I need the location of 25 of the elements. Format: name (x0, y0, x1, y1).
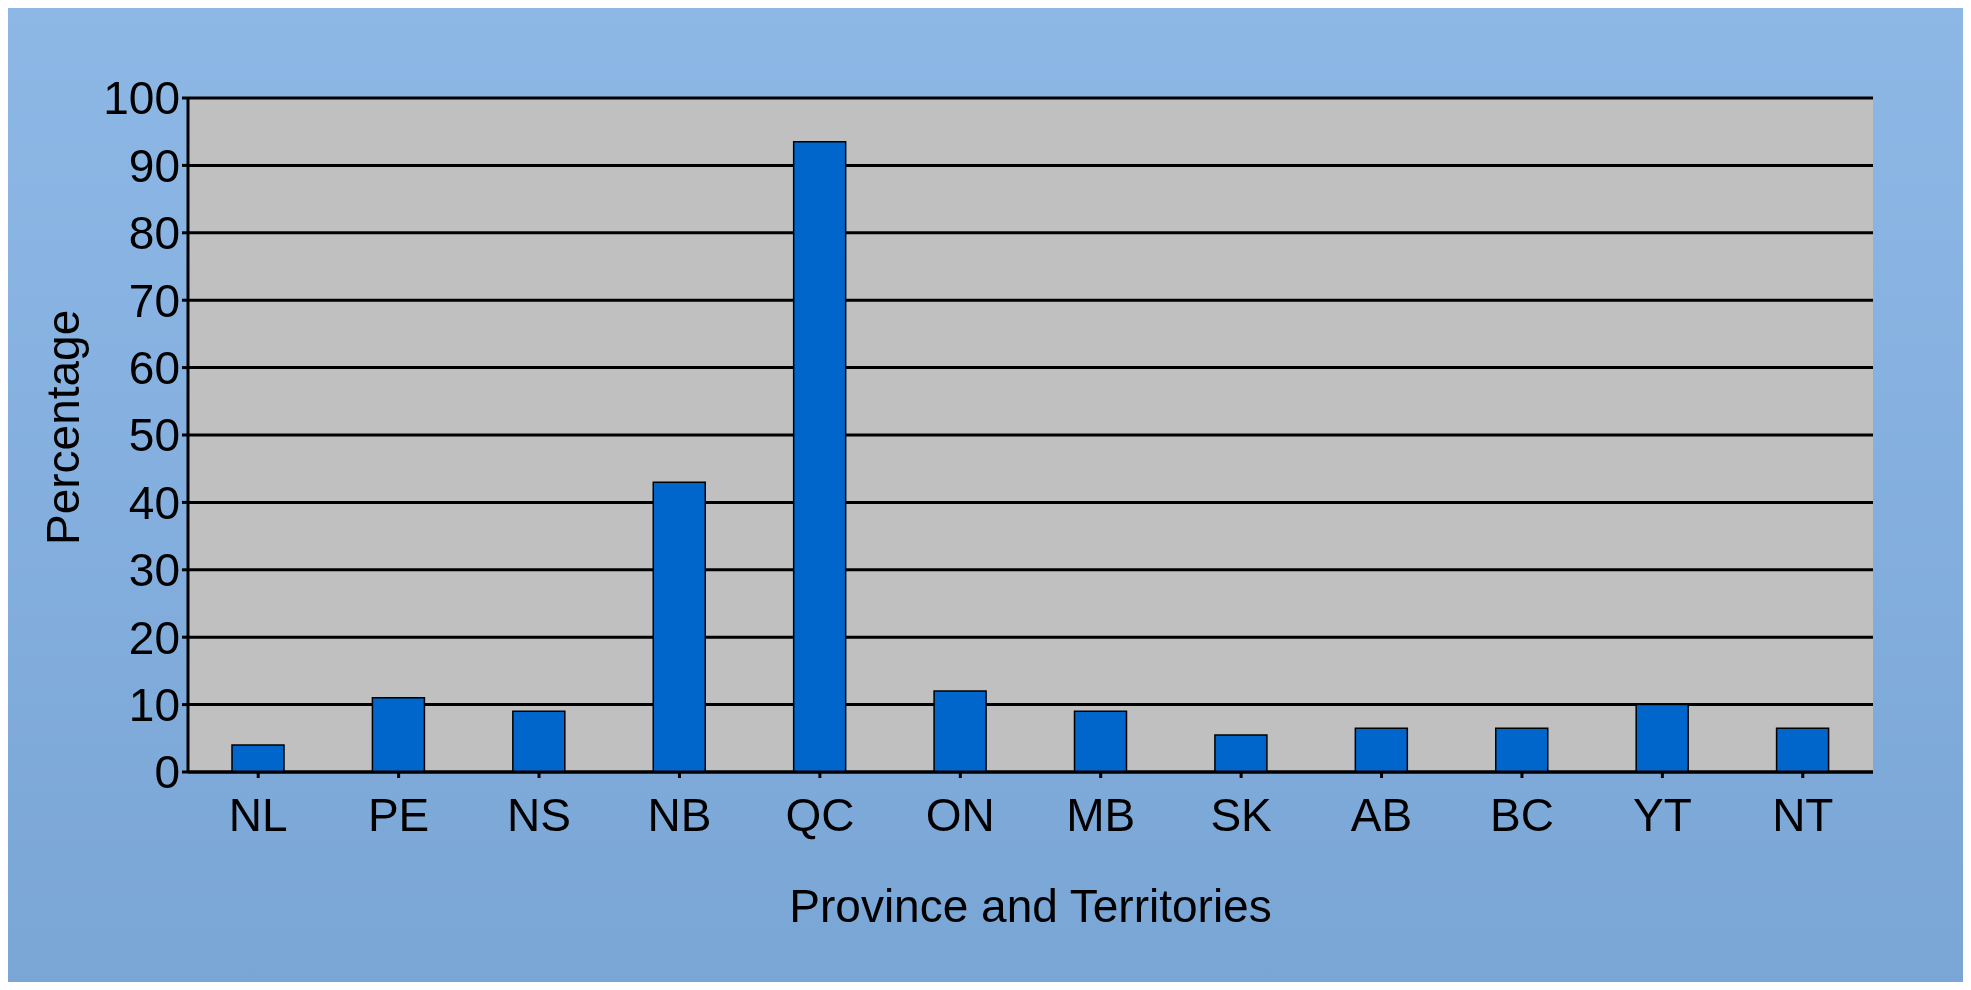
x-tick-label: SK (1210, 788, 1273, 841)
y-tick-label: 90 (128, 139, 180, 192)
x-tick-label: NL (228, 788, 288, 841)
y-tick-label: 100 (103, 72, 180, 125)
y-tick-label: 70 (128, 274, 180, 327)
y-tick-label: 60 (128, 341, 180, 394)
x-tick-label: MB (1066, 788, 1136, 841)
x-tick-label: NB (647, 788, 712, 841)
x-tick-label: NS (507, 788, 571, 841)
y-axis-title: Percentage (37, 309, 90, 545)
y-tick-label: 50 (128, 409, 180, 462)
x-tick-label: YT (1632, 788, 1692, 841)
x-axis-title: Province and Territories (789, 880, 1272, 932)
x-tick-label: ON (925, 788, 995, 841)
x-tick-label: BC (1490, 788, 1554, 841)
x-tick-label: PE (367, 788, 430, 841)
y-tick-label: 0 (154, 746, 180, 799)
y-tick-label: 30 (128, 544, 180, 597)
y-tick-label: 40 (128, 476, 180, 529)
y-tick-label: 20 (128, 611, 180, 664)
y-tick-label: 80 (128, 207, 180, 260)
y-tick-label: 10 (128, 678, 180, 731)
x-tick-label: QC (785, 788, 855, 841)
x-tick-label: AB (1350, 788, 1413, 841)
x-tick-label: NT (1772, 788, 1834, 841)
